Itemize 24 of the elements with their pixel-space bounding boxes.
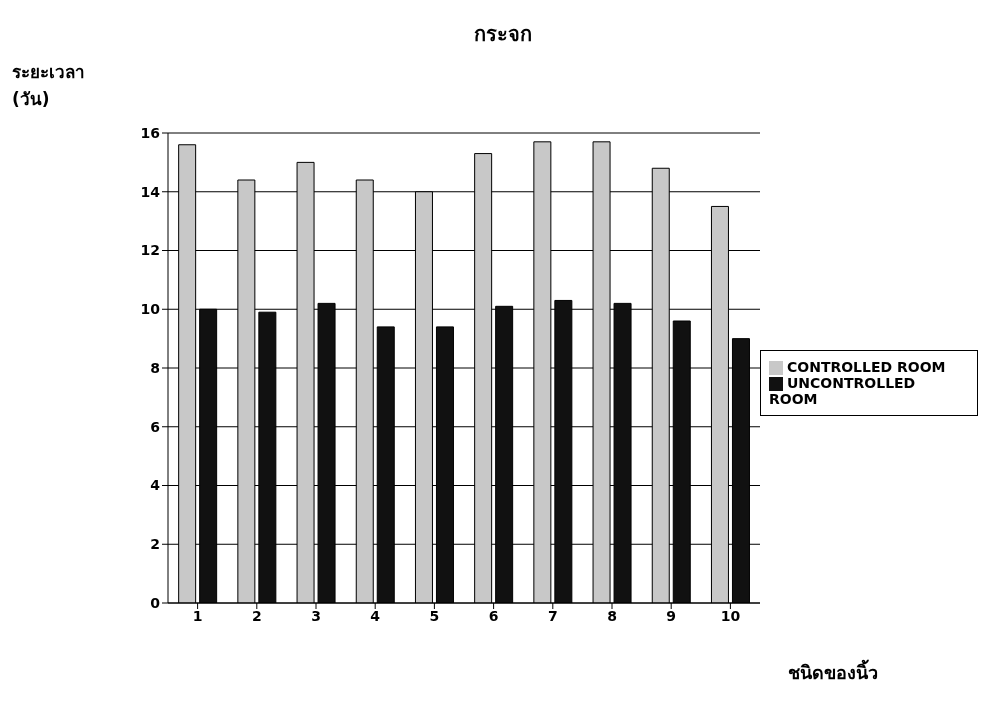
- x-tick-label: 10: [720, 607, 741, 624]
- x-tick-label: 9: [666, 607, 677, 624]
- y-tick-label: 14: [140, 183, 161, 200]
- chart-title: กระจก: [473, 21, 533, 48]
- x-tick-label: 6: [488, 607, 499, 624]
- x-tick-label: 8: [607, 607, 617, 624]
- y-tick-label: 10: [140, 301, 161, 318]
- x-tick-label: 1: [192, 607, 203, 624]
- x-tick-label: 5: [429, 607, 440, 624]
- x-tick-label: 4: [370, 607, 381, 624]
- x-axis-title: ชนิดของนิ้ว: [788, 658, 878, 685]
- y-tick-label: 16: [140, 124, 160, 141]
- y-tick-label: 4: [150, 477, 161, 494]
- y-tick-label: 2: [150, 536, 160, 553]
- x-tick-label: 3: [311, 607, 321, 624]
- y-tick-label: 8: [150, 359, 160, 376]
- x-tick-label: 7: [547, 607, 558, 624]
- y-axis-title: ระยะเวลา (วัน): [12, 61, 86, 111]
- y-tick-label: 12: [140, 242, 160, 259]
- y-tick-label: 0: [150, 594, 161, 611]
- legend-label: CONTROLLED ROOM: [787, 359, 946, 375]
- y-tick-label: 6: [150, 418, 160, 435]
- legend-label: UNCONTROLLED ROOM: [769, 375, 916, 407]
- x-tick-label: 2: [251, 607, 262, 624]
